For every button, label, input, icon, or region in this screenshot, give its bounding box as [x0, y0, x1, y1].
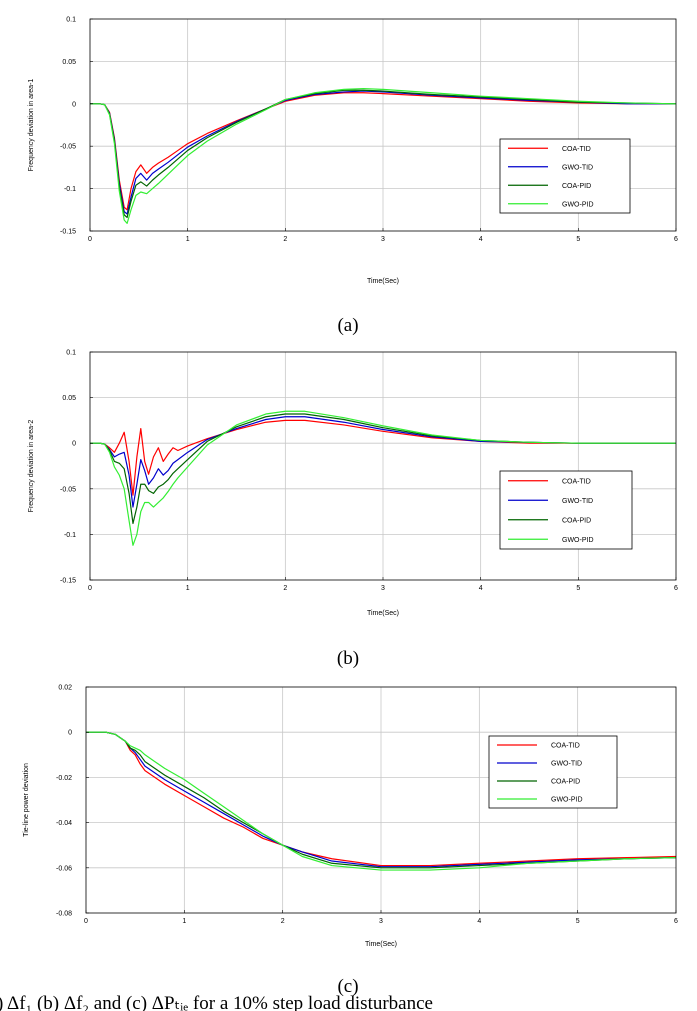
x-tick-label: 6	[674, 918, 678, 925]
series-line-coa-tid	[86, 731, 677, 867]
x-tick-label: 5	[576, 918, 580, 925]
sublabel-a: (a)	[337, 315, 358, 336]
x-tick-label: 0	[84, 918, 88, 925]
y-tick-label: -0.15	[60, 578, 76, 585]
legend-label: COA-TID	[551, 743, 580, 750]
legend-label: COA-PID	[562, 517, 591, 524]
x-tick-label: 1	[186, 585, 190, 592]
x-tick-label: 6	[674, 585, 678, 592]
legend-label: COA-PID	[551, 779, 580, 786]
y-tick-label: -0.05	[60, 486, 76, 493]
x-tick-label: 5	[576, 236, 580, 243]
legend-label: GWO-PID	[551, 797, 583, 804]
x-tick-label: 2	[281, 918, 285, 925]
series-line-coa-pid	[90, 413, 676, 525]
legend-label: GWO-PID	[562, 201, 594, 208]
chart-b: 0 1 2 3 4 5 6 -0.15 -0.1 -0.05 0 0.05 0.1 Time(Sec) Fr…	[28, 350, 678, 618]
y-axis-label: Frequency deviation in area-2	[28, 420, 35, 513]
legend-label: COA-TID	[562, 146, 591, 153]
y-tick-label: -0.06	[56, 865, 72, 872]
y-tick-label: 0.05	[62, 395, 76, 402]
y-tick-label: -0.04	[56, 820, 72, 827]
x-axis-label: Time(Sec)	[367, 610, 399, 617]
x-tick-label: 1	[182, 918, 186, 925]
legend-label: GWO-PID	[562, 537, 594, 544]
y-tick-label: 0	[72, 101, 76, 108]
x-tick-label: 3	[381, 236, 385, 243]
legend: COA-TID GWO-TID COA-PID GWO-PID	[499, 470, 633, 550]
y-tick-label: 0	[68, 730, 72, 737]
x-tick-label: 4	[479, 585, 483, 592]
y-tick-label: -0.05	[60, 144, 76, 151]
y-tick-label: 0.02	[58, 685, 72, 692]
series-line-coa-pid	[86, 731, 677, 869]
series-line-gwo-pid	[90, 410, 676, 546]
series-line-gwo-tid	[90, 416, 676, 508]
legend-box	[499, 138, 631, 214]
x-tick-label: 3	[381, 585, 385, 592]
x-tick-label: 6	[674, 236, 678, 243]
y-tick-label: -0.15	[60, 229, 76, 236]
legend-label: GWO-TID	[551, 761, 582, 768]
y-tick-label: 0	[72, 441, 76, 448]
legend-label: GWO-TID	[562, 498, 593, 505]
x-tick-label: 2	[283, 236, 287, 243]
chart-c: 0 1 2 3 4 5 6 -0.08 -0.06 -0.04 -0.02 0 0.02 Time(Sec…	[23, 685, 678, 949]
x-axis-label: Time(Sec)	[367, 278, 399, 285]
y-tick-label: 0.05	[62, 59, 76, 66]
sublabel-b: (b)	[337, 648, 359, 669]
x-tick-label: 4	[477, 918, 481, 925]
y-tick-label: -0.02	[56, 775, 72, 782]
y-axis-label: Tie-line power deviation	[23, 763, 30, 837]
series-line-gwo-pid	[86, 731, 677, 871]
legend-label: COA-PID	[562, 183, 591, 190]
legend-box	[499, 470, 633, 550]
y-tick-label: 0.1	[66, 350, 76, 357]
x-tick-label: 0	[88, 236, 92, 243]
x-tick-label: 5	[576, 585, 580, 592]
y-axis-label: Frequency deviation in area-1	[28, 79, 35, 172]
caption-fragment: ) Δf₁ (b) Δf₂ and (c) ΔPₜᵢₑ for a 10% st…	[0, 993, 433, 1011]
x-tick-label: 1	[186, 236, 190, 243]
chart-a: 0 1 2 3 4 5 6 -0.15 -0.1 -0.05 0 0.05 0.1 Time(Sec) Fr…	[28, 17, 678, 286]
legend-label: GWO-TID	[562, 164, 593, 171]
series-line-gwo-pid	[90, 87, 677, 224]
x-tick-label: 3	[379, 918, 383, 925]
legend-label: COA-TID	[562, 478, 591, 485]
y-tick-label: -0.08	[56, 911, 72, 918]
x-tick-label: 0	[88, 585, 92, 592]
legend: COA-TID GWO-TID COA-PID GWO-PID	[499, 138, 631, 214]
y-tick-label: -0.1	[64, 532, 76, 539]
y-tick-label: 0.1	[66, 17, 76, 24]
x-tick-label: 4	[479, 236, 483, 243]
series-line-coa-tid	[90, 419, 676, 496]
x-tick-label: 2	[283, 585, 287, 592]
y-tick-label: -0.1	[64, 186, 76, 193]
legend: COA-TID GWO-TID COA-PID GWO-PID	[488, 735, 618, 809]
x-axis-label: Time(Sec)	[365, 941, 397, 948]
legend-box	[488, 735, 618, 809]
sublabel-c: (c)	[337, 976, 358, 997]
